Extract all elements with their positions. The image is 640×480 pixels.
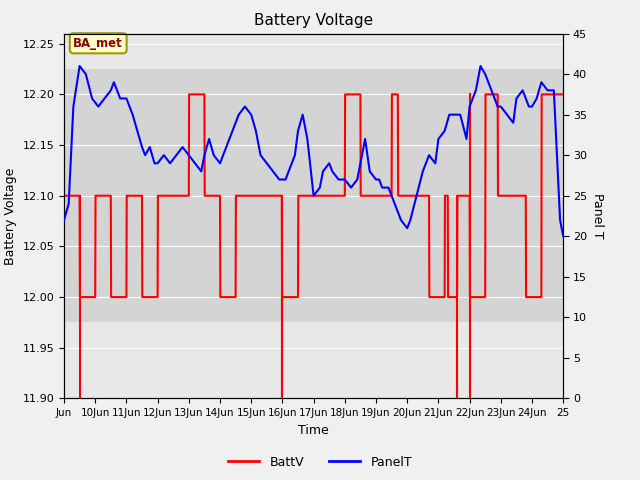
Text: BA_met: BA_met [74, 37, 123, 50]
Bar [64, 69, 563, 323]
X-axis label: Time: Time [298, 424, 329, 437]
Y-axis label: Battery Voltage: Battery Voltage [4, 168, 17, 264]
Y-axis label: Panel T: Panel T [591, 193, 604, 239]
Legend: BattV, PanelT: BattV, PanelT [223, 451, 417, 474]
Title: Battery Voltage: Battery Voltage [254, 13, 373, 28]
